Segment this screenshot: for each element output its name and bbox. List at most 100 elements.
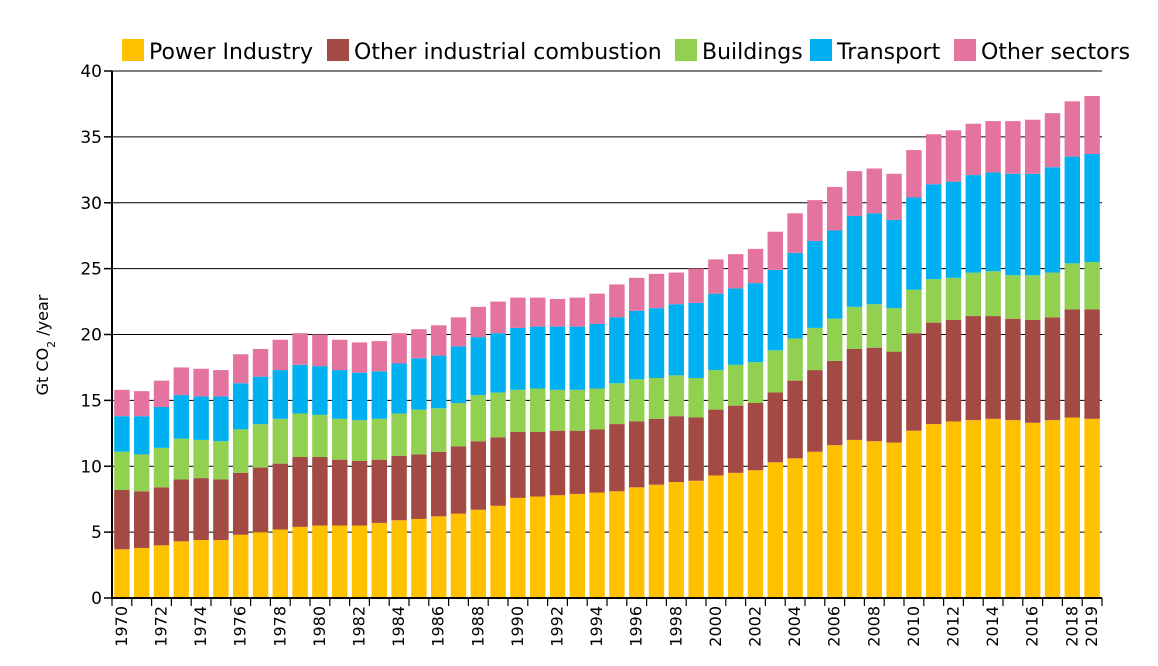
bar-transport-1975 [213,396,229,442]
x-tick-label: 2006 [825,606,844,647]
bar-transport-2008 [866,213,883,305]
bar-other-industrial-combustion-1992 [549,430,566,496]
axes: 0 5 10 15 20 25 30 35 40 1970 1972 1974 1976 1978 1980… [80,62,1103,647]
bar-power-industry-1972 [153,545,170,598]
bar-other-industrial-combustion-2016 [1024,320,1041,423]
bar-other-industrial-combustion-1979 [292,457,308,527]
bar-transport-2016 [1024,173,1041,276]
bar-other-industrial-combustion-1981 [331,459,348,526]
bar-buildings-1997 [648,377,665,419]
bar-other-industrial-combustion-1984 [391,455,407,521]
bar-other-sectors-2010 [906,150,922,198]
legend-label-power-industry: Power Industry [149,40,313,65]
bar-power-industry-1980 [312,525,328,598]
bar-buildings-2000 [708,370,724,410]
x-tick-label: 1998 [666,606,685,647]
bar-other-sectors-1975 [213,370,229,397]
bar-other-sectors-1990 [510,297,526,328]
bar-other-industrial-combustion-1997 [648,418,665,485]
bar-power-industry-1986 [430,516,447,598]
bar-power-industry-2003 [767,462,784,598]
bar-power-industry-1976 [232,534,249,598]
bar-other-sectors-1992 [549,298,566,327]
bar-power-industry-2012 [945,421,962,598]
x-tick-label: 1972 [152,606,171,647]
bar-other-industrial-combustion-1993 [569,430,586,494]
bar-buildings-2014 [985,271,1001,317]
bar-other-industrial-combustion-2019 [1084,309,1100,419]
bar-transport-1984 [391,363,407,414]
bar-other-industrial-combustion-2015 [1005,318,1021,421]
bar-other-industrial-combustion-1972 [153,487,170,546]
bar-buildings-1981 [331,418,348,460]
bar-buildings-1994 [589,388,605,430]
bar-power-industry-1973 [173,541,190,598]
bar-power-industry-1981 [331,525,348,598]
bar-other-industrial-combustion-1998 [668,416,685,483]
bar-power-industry-1989 [490,505,506,598]
bar-other-sectors-2009 [886,173,902,220]
bar-power-industry-1997 [648,484,665,598]
legend-swatch-other-sectors [954,39,976,61]
bar-other-industrial-combustion-1983 [371,459,388,523]
bar-buildings-2006 [826,318,843,361]
bar-other-industrial-combustion-2014 [985,316,1001,419]
y-tick-label: 5 [91,523,102,543]
bar-other-industrial-combustion-2000 [708,409,724,476]
bar-power-industry-1975 [213,540,229,598]
bar-power-industry-1987 [450,513,467,598]
bar-buildings-1990 [510,389,526,432]
y-tick-label: 40 [80,62,102,82]
bar-transport-1997 [648,308,665,378]
x-tick-label: 2000 [706,606,725,647]
bar-buildings-2018 [1064,263,1081,310]
bar-power-industry-1971 [133,547,150,598]
bar-transport-1989 [490,333,506,393]
bar-other-industrial-combustion-1999 [688,417,704,481]
bar-transport-1999 [688,302,704,378]
bar-transport-2001 [727,288,744,365]
bar-transport-2007 [846,215,863,307]
y-tick-label: 20 [80,326,102,346]
bar-other-sectors-2012 [945,130,962,182]
bar-other-industrial-combustion-1987 [450,446,467,514]
bar-transport-1974 [193,396,209,440]
bar-buildings-2009 [886,308,902,352]
bar-other-industrial-combustion-2011 [925,322,942,425]
bar-transport-1972 [153,406,170,448]
bar-buildings-1985 [411,409,427,455]
x-tick-label: 1982 [350,606,369,647]
bar-transport-1996 [628,310,645,380]
bar-power-industry-2009 [886,442,902,598]
x-tick-label: 2004 [785,606,804,647]
bar-transport-1990 [510,327,526,390]
y-tick-label: 35 [80,128,102,148]
bar-other-sectors-2014 [985,121,1001,173]
bar-power-industry-1996 [628,487,645,598]
bar-other-industrial-combustion-2009 [886,351,902,443]
x-tick-label: 1984 [389,606,408,647]
bar-other-industrial-combustion-1978 [272,463,289,530]
bar-transport-2010 [906,197,922,290]
bar-other-sectors-1996 [628,277,645,311]
bar-other-industrial-combustion-1971 [133,491,150,548]
bar-buildings-1999 [688,377,704,418]
bar-buildings-2004 [787,338,803,381]
bar-other-industrial-combustion-1986 [430,451,447,517]
bar-other-industrial-combustion-1974 [193,478,209,541]
bar-power-industry-2006 [826,445,843,598]
bar-power-industry-2000 [708,475,724,598]
bar-power-industry-1982 [351,525,368,598]
bar-transport-1978 [272,370,289,419]
bar-transport-2002 [747,283,764,363]
x-tick-label: 2016 [1023,606,1042,647]
bar-buildings-1970 [114,451,130,490]
bar-buildings-2011 [925,279,942,323]
bar-other-sectors-1981 [331,339,348,371]
bar-transport-2015 [1005,173,1021,276]
bar-other-sectors-1978 [272,339,289,371]
bar-other-sectors-2004 [787,213,803,253]
legend-swatch-other-industrial-combustion [327,39,349,61]
bar-power-industry-1994 [589,492,605,598]
